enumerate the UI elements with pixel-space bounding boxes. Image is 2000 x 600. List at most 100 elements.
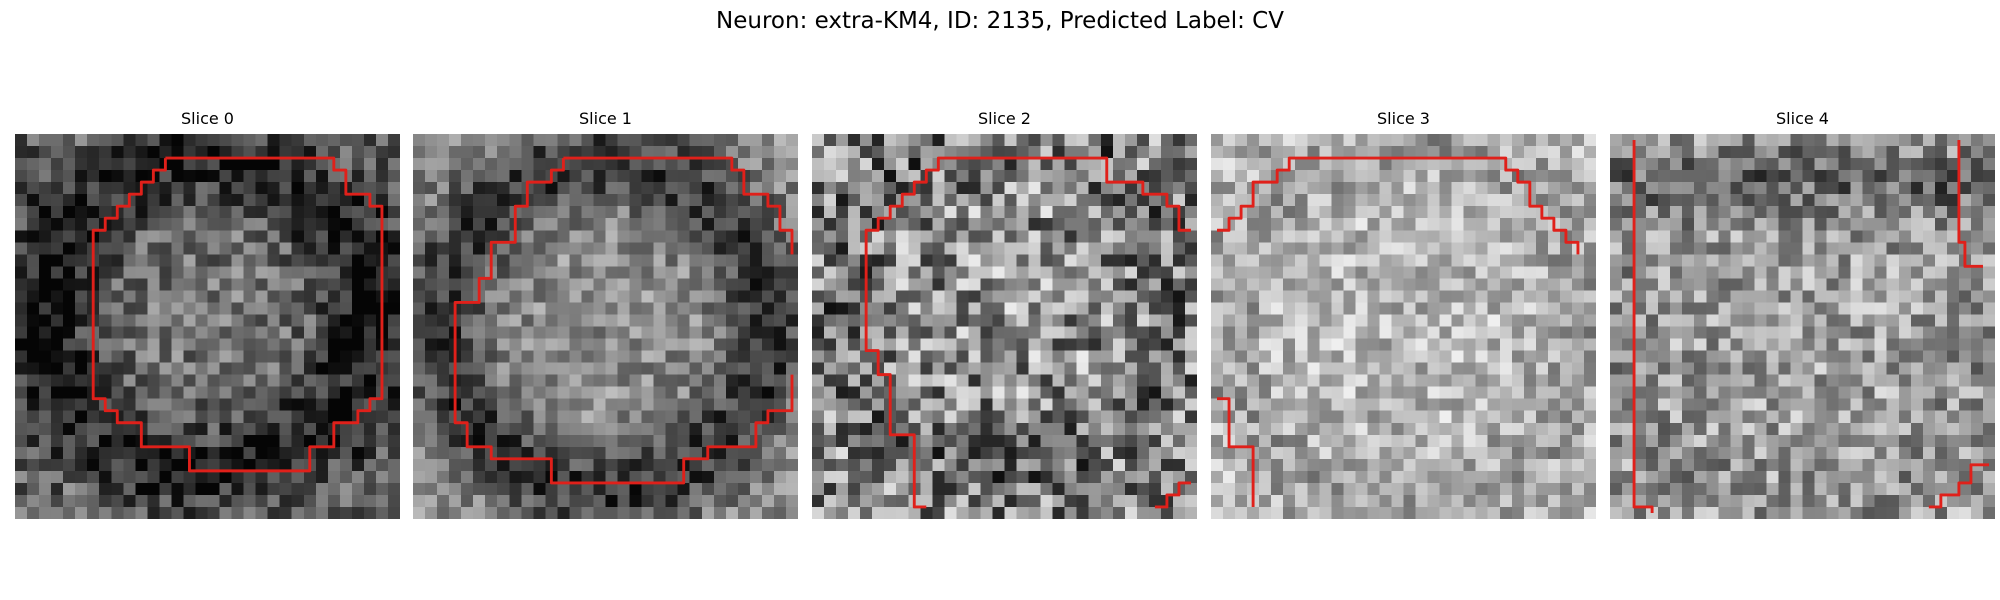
pixel	[1065, 206, 1077, 218]
pixel	[956, 206, 968, 218]
pixel	[461, 314, 473, 326]
pixel	[1089, 206, 1101, 218]
pixel	[63, 230, 75, 242]
pixel	[992, 134, 1004, 146]
pixel	[1622, 363, 1634, 375]
pixel	[1983, 146, 1995, 158]
pixel	[1742, 290, 1754, 302]
pixel	[545, 290, 557, 302]
pixel	[932, 351, 944, 363]
pixel	[1161, 423, 1173, 435]
pixel	[244, 194, 256, 206]
pixel	[316, 423, 328, 435]
pixel	[352, 254, 364, 266]
pixel	[268, 375, 280, 387]
pixel	[340, 134, 352, 146]
pixel	[1005, 351, 1017, 363]
pixel	[376, 423, 388, 435]
slice-panel-3: Slice 3	[1211, 108, 1596, 519]
pixel	[51, 459, 63, 471]
pixel	[1911, 266, 1923, 278]
pixel	[1670, 206, 1682, 218]
pixel	[908, 266, 920, 278]
pixel	[208, 194, 220, 206]
pixel	[280, 447, 292, 459]
pixel	[27, 290, 39, 302]
pixel	[1778, 399, 1790, 411]
pixel	[1017, 351, 1029, 363]
pixel	[1404, 327, 1416, 339]
pixel	[1089, 411, 1101, 423]
pixel	[992, 459, 1004, 471]
pixel	[352, 170, 364, 182]
pixel	[1983, 254, 1995, 266]
pixel	[1476, 134, 1488, 146]
pixel	[159, 483, 171, 495]
pixel	[1137, 194, 1149, 206]
pixel	[497, 363, 509, 375]
pixel	[1983, 218, 1995, 230]
pixel	[848, 266, 860, 278]
pixel	[1887, 339, 1899, 351]
pixel	[1464, 230, 1476, 242]
pixel	[1560, 158, 1572, 170]
pixel	[1223, 134, 1235, 146]
pixel	[1923, 206, 1935, 218]
pixel	[896, 363, 908, 375]
pixel	[1452, 278, 1464, 290]
pixel	[1899, 327, 1911, 339]
pixel	[1211, 507, 1223, 519]
pixel	[726, 495, 738, 507]
pixel	[1488, 194, 1500, 206]
pixel	[521, 327, 533, 339]
pixel	[1790, 363, 1802, 375]
pixel	[497, 218, 509, 230]
pixel	[1622, 254, 1634, 266]
pixel	[533, 146, 545, 158]
pixel	[1887, 170, 1899, 182]
pixel	[195, 495, 207, 507]
pixel	[316, 266, 328, 278]
pixel	[1718, 134, 1730, 146]
pixel	[1658, 218, 1670, 230]
pixel	[63, 351, 75, 363]
pixel	[1512, 399, 1524, 411]
pixel	[1452, 423, 1464, 435]
pixel	[99, 363, 111, 375]
pixel	[1452, 483, 1464, 495]
pixel	[1778, 447, 1790, 459]
pixel	[1185, 435, 1197, 447]
pixel	[1766, 158, 1778, 170]
pixel	[1983, 170, 1995, 182]
pixel	[63, 218, 75, 230]
pixel	[714, 423, 726, 435]
pixel	[437, 146, 449, 158]
pixel	[1428, 266, 1440, 278]
pixel	[1307, 254, 1319, 266]
pixel	[280, 134, 292, 146]
pixel	[1235, 411, 1247, 423]
pixel	[1343, 447, 1355, 459]
pixel	[860, 170, 872, 182]
pixel	[569, 218, 581, 230]
pixel	[1778, 218, 1790, 230]
pixel	[569, 158, 581, 170]
pixel	[908, 230, 920, 242]
pixel	[1319, 351, 1331, 363]
pixel	[1548, 302, 1560, 314]
pixel	[1125, 314, 1137, 326]
pixel	[183, 507, 195, 519]
pixel	[1935, 182, 1947, 194]
pixel	[1803, 242, 1815, 254]
pixel	[1077, 339, 1089, 351]
pixel	[726, 290, 738, 302]
pixel	[292, 399, 304, 411]
pixel	[316, 375, 328, 387]
pixel	[1706, 411, 1718, 423]
pixel	[812, 194, 824, 206]
pixel	[1983, 387, 1995, 399]
pixel	[63, 290, 75, 302]
pixel	[292, 483, 304, 495]
pixel	[932, 146, 944, 158]
pixel	[690, 230, 702, 242]
